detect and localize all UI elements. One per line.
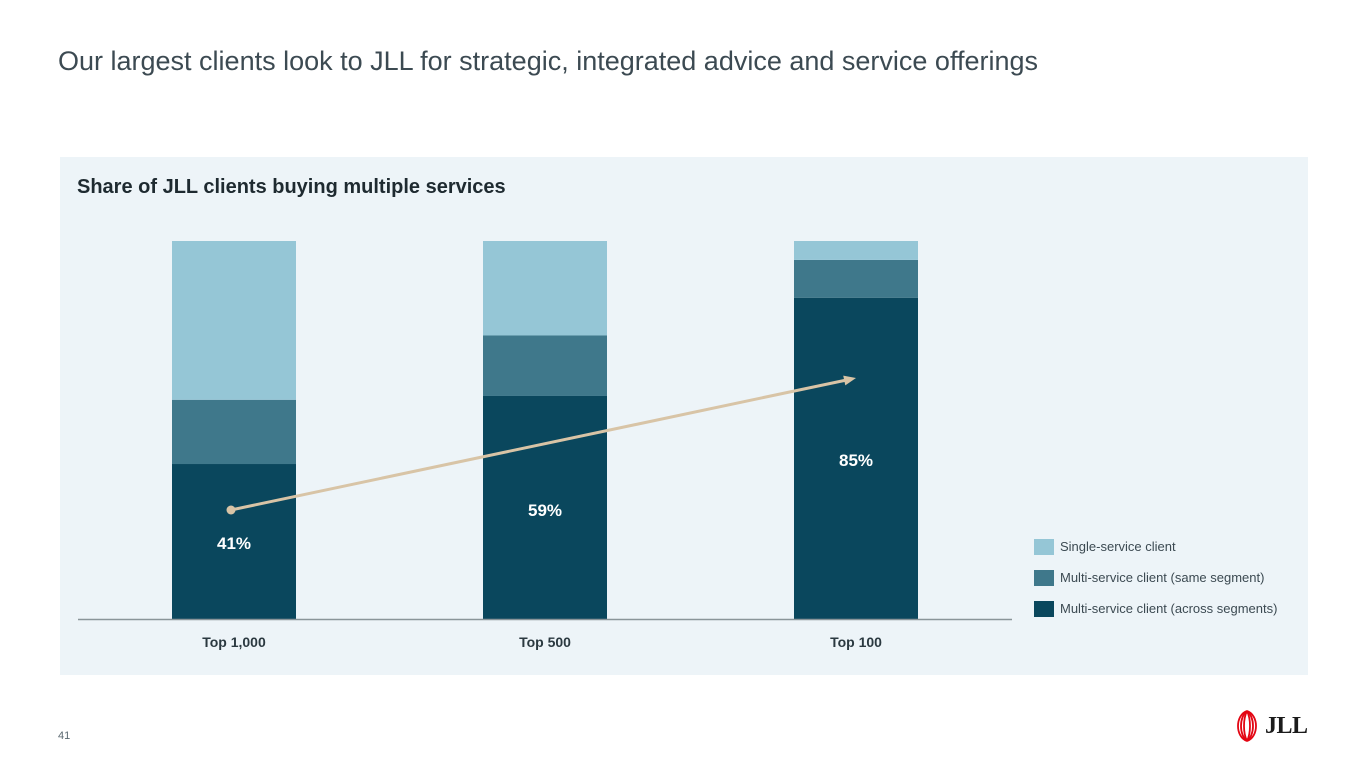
legend-item-single: Single-service client bbox=[1034, 531, 1277, 562]
bar-segment-across-1 bbox=[483, 395, 607, 619]
chart-legend: Single-service client Multi-service clie… bbox=[1034, 531, 1277, 624]
bar-segment-single-1 bbox=[483, 241, 607, 336]
legend-swatch-single bbox=[1034, 538, 1054, 555]
bar-segment-same-1 bbox=[483, 335, 607, 396]
bar-segment-single-2 bbox=[794, 241, 918, 260]
bar-segment-same-2 bbox=[794, 259, 918, 298]
legend-label-single: Single-service client bbox=[1060, 539, 1176, 554]
trend-arrow-head bbox=[843, 375, 856, 386]
chart-title: Share of JLL clients buying multiple ser… bbox=[77, 176, 506, 198]
data-label-0: 41% bbox=[217, 534, 251, 553]
bar-segment-same-0 bbox=[172, 399, 296, 465]
slide-title: Our largest clients look to JLL for stra… bbox=[58, 46, 1039, 76]
legend-item-same-segment: Multi-service client (same segment) bbox=[1034, 562, 1277, 593]
category-label-1: Top 500 bbox=[519, 634, 571, 650]
trend-arrow-start-dot bbox=[226, 505, 236, 515]
legend-item-across-segments: Multi-service client (across segments) bbox=[1034, 593, 1277, 624]
jll-logo-mark-icon bbox=[1237, 710, 1257, 742]
bar-segment-across-0 bbox=[172, 464, 296, 619]
legend-label-same-segment: Multi-service client (same segment) bbox=[1060, 570, 1265, 585]
data-label-2: 85% bbox=[839, 451, 873, 470]
jll-logo: JLL bbox=[1232, 709, 1308, 743]
trend-arrow-line bbox=[230, 378, 847, 512]
legend-swatch-across-segments bbox=[1034, 600, 1054, 617]
bar-segment-across-2 bbox=[794, 297, 918, 619]
page-number: 41 bbox=[58, 730, 71, 742]
jll-logo-text: JLL bbox=[1265, 712, 1308, 739]
legend-swatch-same-segment bbox=[1034, 569, 1054, 586]
category-label-0: Top 1,000 bbox=[202, 634, 266, 650]
category-label-2: Top 100 bbox=[830, 634, 882, 650]
bar-segment-single-0 bbox=[172, 241, 296, 400]
legend-label-across-segments: Multi-service client (across segments) bbox=[1060, 601, 1278, 616]
data-label-1: 59% bbox=[528, 501, 562, 520]
